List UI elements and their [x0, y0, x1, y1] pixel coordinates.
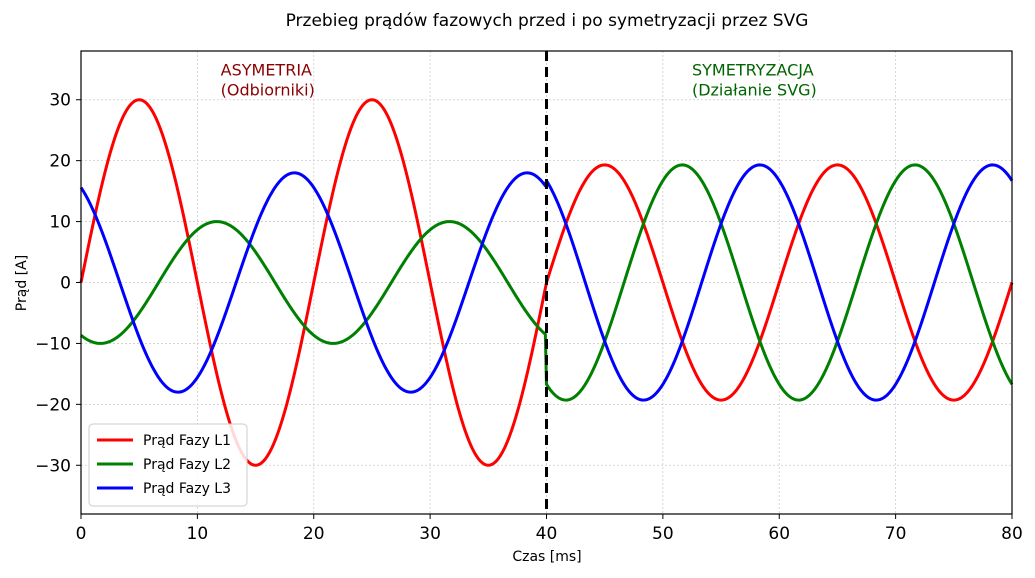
x-tick-label: 50: [652, 524, 674, 544]
legend-box: [88, 423, 248, 507]
series-line-2: [80, 163, 1014, 402]
x-tick-label: 80: [1001, 524, 1023, 544]
x-tick-label: 0: [76, 524, 87, 544]
x-tick-label: 30: [419, 524, 441, 544]
legend-label: Prąd Fazy L1: [143, 433, 231, 449]
y-tick-label: −30: [35, 456, 71, 476]
y-axis-ticks: −30 −20 −10 0 10 20 30: [35, 91, 81, 476]
legend-label: Prąd Fazy L2: [143, 457, 231, 473]
annotation-2: SYMETRYZACJA (Działanie SVG): [692, 60, 817, 99]
x-tick-label: 40: [536, 524, 558, 544]
y-tick-label: 30: [49, 91, 71, 111]
y-axis-label: Prąd [A]: [14, 255, 30, 311]
y-tick-label: 10: [49, 213, 71, 233]
annotation-layer: ASYMETRIA (Odbiorniki) SYMETRYZACJA (Działa…: [221, 60, 817, 99]
legend: Prąd Fazy L1 Prąd Fazy L2 Prąd Fazy L3: [88, 423, 248, 507]
legend-label: Prąd Fazy L3: [143, 481, 231, 497]
y-tick-label: −10: [35, 334, 71, 354]
x-axis-label: Czas [ms]: [512, 549, 581, 565]
x-tick-label: 70: [885, 524, 907, 544]
x-tick-label: 20: [303, 524, 325, 544]
chart-title: Przebieg prądów fazowych przed i po syme…: [286, 11, 809, 31]
x-axis-ticks: 0 10 20 30 40 50 60 70 80: [76, 514, 1023, 544]
y-tick-label: −20: [35, 395, 71, 415]
annotation-1: ASYMETRIA (Odbiorniki): [221, 60, 315, 99]
y-tick-label: 0: [60, 274, 71, 294]
y-tick-label: 20: [49, 152, 71, 172]
x-tick-label: 60: [768, 524, 790, 544]
x-tick-label: 10: [187, 524, 209, 544]
